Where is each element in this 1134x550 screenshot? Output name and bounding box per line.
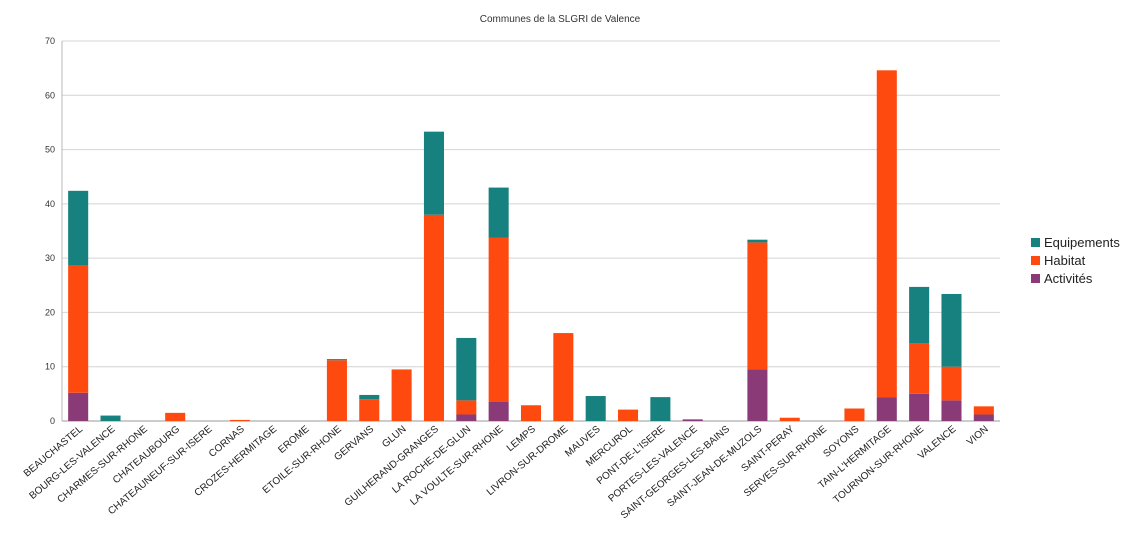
chart-subtitle: Communes de la SLGRI de Valence	[480, 14, 641, 25]
bar-segment	[359, 394, 380, 400]
bar-segment	[747, 369, 768, 421]
bar-segment	[68, 265, 89, 393]
bar-segment	[326, 359, 347, 361]
bar-segment	[909, 393, 930, 421]
x-tick-label: VION	[965, 424, 991, 448]
y-tick-label: 10	[45, 362, 55, 372]
legend-label: Equipements	[1044, 235, 1120, 250]
y-tick-label: 70	[45, 36, 55, 46]
bar-segment	[423, 214, 444, 421]
bar-segment	[68, 392, 89, 421]
bar-segment	[488, 187, 509, 238]
y-tick-label: 60	[45, 90, 55, 100]
legend-label: Habitat	[1044, 253, 1086, 268]
bar-segment	[779, 417, 800, 421]
bar-segment	[941, 366, 962, 401]
bar-segment	[618, 409, 639, 421]
bar-segment	[456, 414, 477, 421]
bar-segment	[909, 343, 930, 394]
bar-segment	[909, 286, 930, 344]
bar-segment	[456, 337, 477, 401]
gridlines	[62, 40, 1000, 422]
bar-segment	[553, 333, 574, 421]
x-axis: BEAUCHASTELBOURG-LES-VALENCECHARMES-SUR-…	[22, 424, 991, 522]
bar-segment	[359, 399, 380, 421]
bar-segment	[326, 360, 347, 421]
bar-segment	[488, 402, 509, 421]
bar-segment	[585, 396, 606, 421]
bar-segment	[68, 190, 89, 266]
y-tick-label: 30	[45, 253, 55, 263]
y-tick-label: 20	[45, 307, 55, 317]
bar-segment	[682, 419, 703, 421]
bar-segment	[520, 405, 542, 421]
bar-segment	[876, 397, 897, 421]
bar-segment	[456, 400, 477, 415]
y-tick-label: 50	[45, 145, 55, 155]
bar-segment	[973, 406, 994, 415]
legend-swatch	[1031, 238, 1040, 247]
bar-segment	[941, 293, 962, 367]
y-tick-label: 0	[50, 416, 55, 426]
legend-swatch	[1031, 274, 1040, 283]
y-tick-label: 40	[45, 199, 55, 209]
bar-segment	[423, 131, 444, 215]
bars	[68, 70, 994, 421]
legend-swatch	[1031, 256, 1040, 265]
x-tick-label: GLUN	[380, 424, 408, 450]
bar-segment	[844, 408, 865, 421]
bar-segment	[747, 239, 768, 243]
bar-segment	[650, 397, 671, 421]
legend-label: Activités	[1044, 271, 1093, 286]
bar-segment	[100, 415, 121, 421]
bar-segment	[747, 242, 768, 370]
bar-segment	[229, 419, 250, 421]
bar-segment	[876, 70, 897, 398]
bar-segment	[488, 237, 509, 402]
bar-segment	[941, 400, 962, 421]
legend: Equipements Habitat Activités	[1031, 235, 1120, 286]
bar-segment	[165, 412, 186, 421]
bar-segment	[391, 369, 412, 421]
y-axis: 0 10 20 30 40 50 60 70	[45, 36, 63, 426]
bar-segment	[973, 414, 994, 421]
